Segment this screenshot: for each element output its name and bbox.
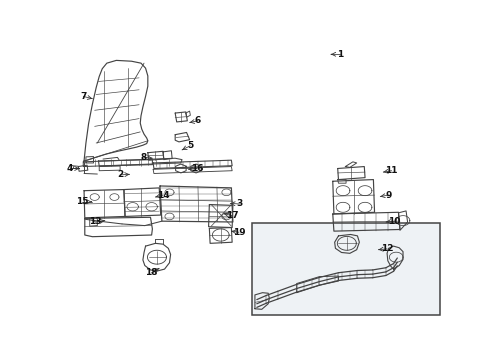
Text: 15: 15: [76, 197, 88, 206]
Text: 3: 3: [237, 199, 243, 208]
Text: 18: 18: [146, 268, 158, 277]
Bar: [252, 223, 440, 315]
Text: 1: 1: [337, 50, 343, 59]
Text: 2: 2: [117, 170, 123, 179]
Text: 7: 7: [80, 92, 86, 101]
Text: 5: 5: [187, 141, 194, 150]
Text: 16: 16: [191, 164, 203, 173]
Text: 8: 8: [141, 153, 147, 162]
Text: 6: 6: [195, 116, 201, 125]
Text: 13: 13: [89, 217, 102, 226]
Text: 17: 17: [226, 211, 239, 220]
Text: 11: 11: [385, 166, 398, 175]
Text: 4: 4: [67, 164, 73, 173]
Text: 14: 14: [157, 190, 170, 199]
Text: 19: 19: [233, 228, 245, 237]
Text: 9: 9: [386, 190, 392, 199]
Text: 10: 10: [389, 217, 401, 226]
Text: 12: 12: [381, 244, 393, 253]
